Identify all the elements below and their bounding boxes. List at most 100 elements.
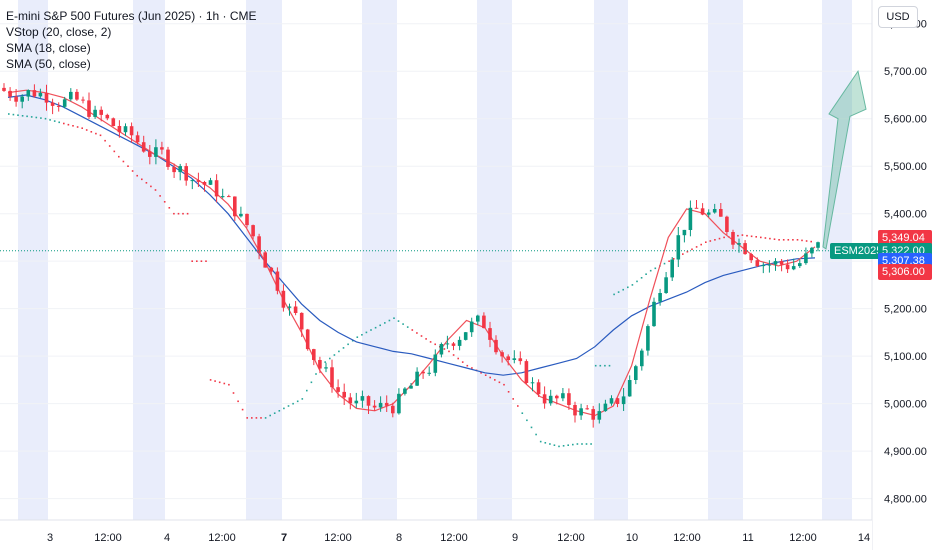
candle-body — [439, 344, 444, 355]
candle-body — [433, 354, 438, 373]
vstop-dot — [141, 178, 143, 181]
vstop-dot — [682, 253, 684, 255]
candle-body — [99, 109, 103, 115]
vstop-dot — [535, 433, 537, 436]
vstop-dot — [718, 237, 721, 240]
candle-body — [779, 261, 784, 265]
vstop-dot — [76, 126, 79, 128]
vstop-dot — [425, 338, 427, 340]
vstop-dot — [21, 115, 24, 117]
time-tick-label: 12:00 — [789, 532, 817, 544]
legend-sma50[interactable]: SMA (50, close) — [6, 57, 91, 71]
vstop-dot — [484, 374, 487, 376]
vstop-dot — [191, 260, 193, 262]
legend-title: E-mini S&P 500 Futures (Jun 2025) · 1h ·… — [6, 9, 257, 23]
candle-body — [737, 243, 741, 245]
candle-body — [178, 166, 182, 173]
candle-body — [336, 387, 340, 392]
vstop-dot — [251, 417, 253, 419]
candle-body — [609, 398, 614, 404]
vstop-dot — [264, 417, 267, 419]
candle-body — [141, 142, 146, 152]
vstop-dot — [269, 414, 271, 417]
candle-body — [646, 326, 650, 351]
vstop-dot — [81, 127, 83, 129]
vstop-dot — [333, 354, 336, 356]
candle-body — [56, 105, 61, 107]
candle-body — [634, 366, 638, 380]
vstop-dot — [590, 443, 592, 445]
candle-body — [160, 147, 164, 150]
vstop-dot — [384, 322, 386, 324]
vstop-dot — [278, 410, 281, 412]
time-tick-label: 7 — [281, 532, 287, 544]
candle-body — [391, 405, 395, 414]
candle-body — [87, 100, 91, 117]
time-tick-label: 12:00 — [557, 532, 585, 544]
vstop-dot — [530, 426, 533, 429]
vstop-dot — [301, 398, 304, 400]
candle-body — [148, 151, 152, 157]
candle-body — [20, 96, 24, 102]
candle-body — [670, 259, 674, 278]
session-band-7 — [822, 0, 852, 520]
candle-body — [366, 396, 371, 406]
vstop-dot — [654, 267, 657, 270]
vstop-dot — [104, 139, 106, 142]
candle-body — [299, 312, 304, 330]
currency-button[interactable]: USD — [878, 6, 918, 28]
vstop-dot — [356, 336, 359, 338]
candle-body — [482, 315, 486, 329]
vstop-dot — [63, 122, 65, 125]
vstop-dot — [631, 284, 634, 286]
price-tick-label: 4,900.00 — [884, 446, 927, 458]
vstop-dot — [461, 361, 464, 363]
sma18-line — [7, 89, 816, 417]
candle-body — [652, 301, 656, 327]
vstop-dot — [283, 407, 285, 410]
vstop-dot — [691, 248, 693, 251]
vstop-dot — [393, 317, 395, 319]
candle-body — [676, 235, 681, 260]
vstop-dot — [521, 412, 524, 414]
vstop-dot — [544, 442, 547, 444]
vstop-dot — [35, 116, 38, 119]
candle-body — [755, 260, 760, 267]
vstop-dot — [507, 391, 510, 393]
vstop-dot — [517, 405, 519, 407]
candle-body — [214, 180, 219, 197]
vstop-dot — [182, 212, 184, 215]
time-tick-label: 10 — [626, 532, 638, 544]
vstop-dot — [750, 235, 753, 238]
candle-body — [354, 400, 359, 404]
vstop-dot — [173, 212, 175, 215]
vstop-dot — [810, 240, 812, 243]
legend-vstop[interactable]: VStop (20, close, 2) — [6, 25, 112, 39]
candle-body — [767, 264, 772, 266]
candle-body — [384, 402, 389, 406]
candle-body — [409, 385, 413, 389]
vstop-dot — [494, 379, 496, 381]
vstop-dot — [778, 239, 780, 241]
price-tick-label: 5,100.00 — [884, 351, 927, 363]
candle-body — [2, 87, 6, 91]
vstop-dot — [131, 170, 134, 172]
legend-sma18[interactable]: SMA (18, close) — [6, 41, 91, 55]
time-tick-label: 12:00 — [94, 532, 122, 544]
vstop-dot — [118, 155, 120, 158]
vstop-dot — [452, 354, 455, 356]
time-tick-label: 4 — [164, 532, 170, 544]
vstop-dot — [562, 445, 565, 447]
vstop-dot — [374, 326, 377, 329]
session-band-6 — [708, 0, 743, 520]
vstop-dot — [209, 379, 212, 381]
vstop-dot — [347, 343, 349, 346]
vstop-dot — [645, 273, 647, 275]
candle-body — [293, 306, 298, 313]
vstop-dot — [329, 357, 331, 360]
vstop-dot — [342, 347, 345, 349]
vstop-dot — [145, 182, 148, 184]
price-tag-sma18: 5,306.00 — [878, 264, 932, 281]
candle-body — [621, 396, 626, 405]
